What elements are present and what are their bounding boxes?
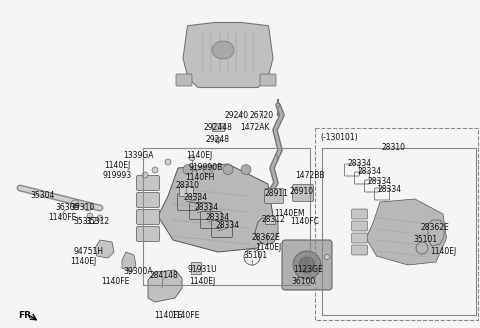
Text: 35312: 35312 bbox=[85, 217, 109, 227]
Text: 284148: 284148 bbox=[150, 271, 179, 279]
Ellipse shape bbox=[193, 165, 199, 171]
FancyBboxPatch shape bbox=[351, 221, 368, 231]
Text: 28334: 28334 bbox=[206, 213, 230, 221]
Bar bbox=[143, 148, 310, 285]
Text: 1140EM: 1140EM bbox=[275, 209, 305, 217]
Text: 28334: 28334 bbox=[358, 168, 382, 176]
Text: 28911: 28911 bbox=[264, 190, 288, 198]
Ellipse shape bbox=[142, 172, 148, 178]
Text: 1123GE: 1123GE bbox=[293, 265, 323, 275]
Ellipse shape bbox=[152, 167, 158, 173]
FancyBboxPatch shape bbox=[264, 189, 284, 203]
Ellipse shape bbox=[241, 165, 251, 174]
Ellipse shape bbox=[183, 165, 193, 174]
FancyBboxPatch shape bbox=[136, 227, 159, 241]
Ellipse shape bbox=[165, 159, 171, 165]
Ellipse shape bbox=[189, 155, 195, 161]
FancyBboxPatch shape bbox=[351, 233, 368, 243]
Ellipse shape bbox=[203, 165, 213, 174]
Text: 28334: 28334 bbox=[195, 202, 219, 212]
Ellipse shape bbox=[84, 203, 92, 211]
Text: 28362E: 28362E bbox=[252, 233, 280, 241]
Text: 28362E: 28362E bbox=[420, 223, 449, 233]
Bar bbox=[191, 262, 201, 274]
Text: 35101: 35101 bbox=[243, 251, 267, 259]
FancyBboxPatch shape bbox=[136, 193, 159, 208]
Text: 35312: 35312 bbox=[73, 217, 97, 227]
Text: 35310: 35310 bbox=[71, 202, 95, 212]
Text: 1472AK: 1472AK bbox=[240, 122, 270, 132]
Text: 28310: 28310 bbox=[381, 144, 405, 153]
Ellipse shape bbox=[87, 213, 93, 219]
Polygon shape bbox=[122, 252, 136, 272]
Ellipse shape bbox=[212, 41, 234, 59]
FancyBboxPatch shape bbox=[351, 245, 368, 255]
Text: 26720: 26720 bbox=[250, 111, 274, 119]
FancyBboxPatch shape bbox=[282, 240, 332, 290]
Text: 94751H: 94751H bbox=[74, 247, 104, 256]
Ellipse shape bbox=[215, 137, 221, 143]
Text: 1140EJ: 1140EJ bbox=[104, 160, 130, 170]
Ellipse shape bbox=[293, 251, 321, 279]
Text: 1140FE: 1140FE bbox=[171, 311, 199, 319]
Text: 28312: 28312 bbox=[261, 215, 285, 223]
Text: 1140EJ: 1140EJ bbox=[70, 257, 96, 266]
Text: 35101: 35101 bbox=[413, 236, 437, 244]
FancyBboxPatch shape bbox=[292, 184, 313, 201]
Bar bbox=[322, 148, 476, 315]
Bar bbox=[212, 123, 224, 131]
Text: 28334: 28334 bbox=[184, 193, 208, 201]
Text: 292448: 292448 bbox=[204, 122, 232, 132]
Bar bbox=[265, 216, 275, 224]
Text: 1140FE: 1140FE bbox=[101, 277, 129, 286]
FancyBboxPatch shape bbox=[176, 74, 192, 86]
Polygon shape bbox=[255, 218, 278, 245]
Ellipse shape bbox=[71, 200, 79, 208]
Text: 36100: 36100 bbox=[292, 277, 316, 285]
Text: 919993: 919993 bbox=[102, 171, 132, 179]
Text: 1140FC: 1140FC bbox=[290, 217, 319, 227]
Text: 28334: 28334 bbox=[348, 158, 372, 168]
Text: 1140EJ: 1140EJ bbox=[255, 243, 281, 253]
FancyBboxPatch shape bbox=[136, 210, 159, 224]
Text: FR.: FR. bbox=[18, 312, 35, 320]
Polygon shape bbox=[183, 23, 273, 88]
Text: 39300A: 39300A bbox=[123, 268, 153, 277]
Ellipse shape bbox=[324, 255, 329, 259]
Text: 35304: 35304 bbox=[31, 191, 55, 199]
Polygon shape bbox=[148, 270, 182, 302]
Text: 919990B: 919990B bbox=[189, 162, 223, 172]
Text: 91931U: 91931U bbox=[187, 265, 217, 275]
Text: 1339GA: 1339GA bbox=[123, 151, 153, 159]
Polygon shape bbox=[366, 199, 446, 265]
Ellipse shape bbox=[97, 215, 103, 221]
FancyBboxPatch shape bbox=[260, 74, 276, 86]
Text: 1472BB: 1472BB bbox=[295, 171, 325, 179]
Text: 28334: 28334 bbox=[368, 176, 392, 186]
Text: 26910: 26910 bbox=[290, 187, 314, 195]
Text: 29240: 29240 bbox=[225, 111, 249, 119]
Text: 28310: 28310 bbox=[176, 180, 200, 190]
Bar bbox=[179, 186, 193, 196]
Text: 28334: 28334 bbox=[216, 221, 240, 231]
Text: 1140FE: 1140FE bbox=[48, 214, 76, 222]
Polygon shape bbox=[95, 240, 114, 258]
Text: 1140FE: 1140FE bbox=[154, 311, 182, 319]
Ellipse shape bbox=[223, 165, 233, 174]
Text: 28334: 28334 bbox=[378, 186, 402, 195]
Polygon shape bbox=[428, 220, 444, 246]
Bar bbox=[315, 128, 478, 320]
FancyBboxPatch shape bbox=[136, 175, 159, 191]
Text: (-130101): (-130101) bbox=[320, 133, 358, 142]
Text: 1140FH: 1140FH bbox=[185, 173, 215, 181]
FancyBboxPatch shape bbox=[351, 209, 368, 219]
Text: 1140EJ: 1140EJ bbox=[186, 152, 212, 160]
Polygon shape bbox=[158, 164, 273, 252]
Text: 29248: 29248 bbox=[206, 135, 230, 145]
Ellipse shape bbox=[299, 257, 315, 273]
Text: 36309: 36309 bbox=[56, 202, 80, 212]
Text: 1140EJ: 1140EJ bbox=[189, 277, 215, 285]
Text: 1140EJ: 1140EJ bbox=[430, 248, 456, 256]
